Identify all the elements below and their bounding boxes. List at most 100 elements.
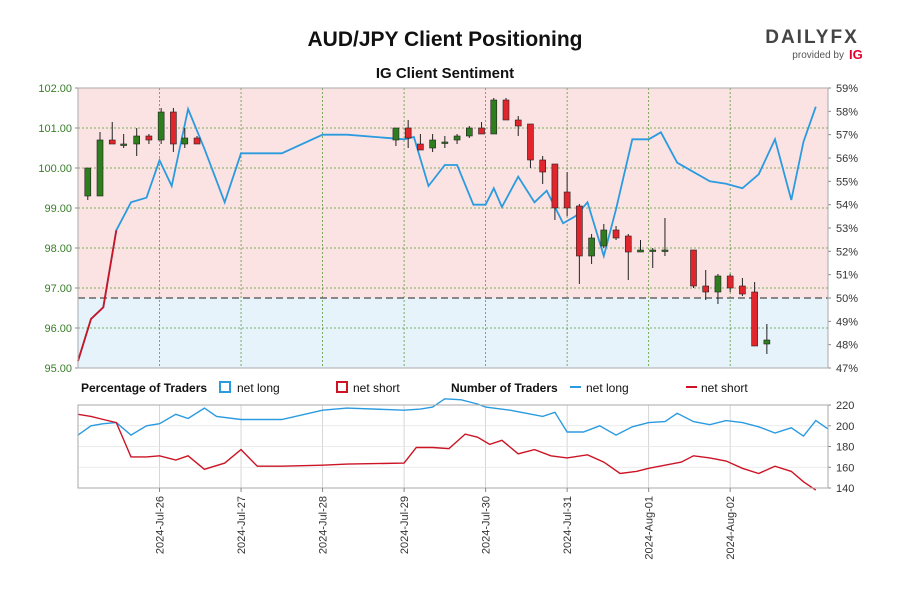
percentage-tick-label: 56% xyxy=(836,153,858,165)
candle-up xyxy=(453,135,461,141)
logo-provided-by: provided by xyxy=(792,50,844,61)
candle-up xyxy=(392,127,400,141)
candle-up xyxy=(120,143,127,146)
candle-down xyxy=(563,191,571,209)
percentage-tick-label: 51% xyxy=(836,270,858,282)
percentage-lines xyxy=(77,105,817,362)
legend-count-long-label: net long xyxy=(586,381,629,395)
net-short-zone xyxy=(78,88,828,298)
candle-down xyxy=(690,249,697,287)
date-tick-label: 2024-Jul-29 xyxy=(399,496,411,554)
candle-up xyxy=(84,167,92,197)
legend-net-long-swatch xyxy=(219,381,231,393)
candle-up xyxy=(714,275,722,293)
candle-up xyxy=(96,139,104,197)
count-tick-label: 220 xyxy=(836,400,854,412)
candle-down xyxy=(539,159,546,173)
net-long-zone xyxy=(78,298,828,368)
count-tick-label: 180 xyxy=(836,442,854,454)
candle-up xyxy=(429,139,436,149)
candle-down xyxy=(514,119,522,127)
price-tick-label: 101.00 xyxy=(38,123,72,135)
legend-count-heading: Number of Traders xyxy=(451,381,558,395)
price-tick-label: 96.00 xyxy=(44,323,72,335)
percentage-tick-label: 57% xyxy=(836,130,858,142)
price-tick-label: 99.00 xyxy=(44,203,72,215)
candle-up xyxy=(157,111,165,141)
count-lines xyxy=(77,398,829,491)
price-tick-label: 102.00 xyxy=(38,83,72,95)
candle-down xyxy=(527,123,534,161)
candle-down xyxy=(751,291,758,347)
percentage-tick-label: 47% xyxy=(836,363,858,375)
percentage-tick-label: 55% xyxy=(836,176,858,188)
bottom-panel-frame xyxy=(77,404,829,489)
count-tick-label: 160 xyxy=(836,462,854,474)
candle-up xyxy=(441,141,449,144)
net-long-percentage-line xyxy=(77,105,817,362)
count-axis-ticks: 140 160 180 200 220 xyxy=(828,400,854,495)
price-tick-label: 98.00 xyxy=(44,243,72,255)
candle-up xyxy=(763,339,771,345)
percentage-axis-ticks: 47% 48% 49% 50% 51% 52% 53% 54% 55% 56% 57% 58% 59% xyxy=(828,83,858,375)
top-panel-frame xyxy=(77,87,829,369)
date-tick-label: 2024-Aug-02 xyxy=(725,496,737,560)
chart-subtitle: IG Client Sentiment xyxy=(376,65,514,82)
count-tick-label: 140 xyxy=(836,483,854,495)
count-tick-label: 200 xyxy=(836,421,854,433)
candle-down xyxy=(576,205,583,257)
candle-up xyxy=(181,137,189,145)
sentiment-background xyxy=(78,88,828,368)
candle-down xyxy=(108,139,116,145)
net-short-percentage-line xyxy=(77,230,118,362)
price-tick-label: 100.00 xyxy=(38,163,72,175)
candle-down xyxy=(726,275,734,289)
candle-up xyxy=(490,99,498,135)
date-tick-label: 2024-Jul-28 xyxy=(318,496,330,554)
price-axis-ticks: 95.00 96.00 97.00 98.00 99.00 100.00 101.00 102… xyxy=(38,83,78,375)
chart-title: AUD/JPY Client Positioning xyxy=(308,28,583,51)
candle-down xyxy=(170,111,177,145)
legend-net-short-label: net short xyxy=(353,381,400,395)
percentage-tick-label: 54% xyxy=(836,200,858,212)
date-tick-label: 2024-Aug-01 xyxy=(644,496,656,560)
legend-count-short-label: net short xyxy=(701,381,748,395)
net-short-count-line xyxy=(77,413,817,491)
candle-down xyxy=(702,285,710,293)
net-long-count-line xyxy=(77,398,829,438)
logo-wordmark: DAILYFX xyxy=(765,27,859,48)
candle-down xyxy=(404,127,412,139)
legend: Percentage of Traders net long net short… xyxy=(81,381,748,395)
percentage-tick-label: 59% xyxy=(836,83,858,95)
percentage-tick-label: 49% xyxy=(836,316,858,328)
candle-down xyxy=(417,143,424,151)
price-tick-label: 95.00 xyxy=(44,363,72,375)
ig-logo-text: IG xyxy=(849,47,863,62)
candle-down xyxy=(624,235,632,253)
date-tick-label: 2024-Jul-27 xyxy=(236,496,248,554)
date-axis: 2024-Jul-26 2024-Jul-27 2024-Jul-28 2024-Ju… xyxy=(155,488,737,560)
candle-up xyxy=(588,237,595,257)
price-candles xyxy=(84,98,771,354)
candle-down xyxy=(551,163,559,209)
candle-up xyxy=(466,127,473,137)
candle-down xyxy=(145,135,153,141)
date-tick-label: 2024-Jul-31 xyxy=(562,496,574,554)
date-tick-label: 2024-Jul-30 xyxy=(481,496,493,554)
legend-percentage-heading: Percentage of Traders xyxy=(81,381,207,395)
candle-up xyxy=(637,249,644,253)
candle-up xyxy=(649,249,657,252)
price-tick-label: 97.00 xyxy=(44,283,72,295)
candle-down xyxy=(502,99,510,121)
dailyfx-logo: DAILYFX provided by IG xyxy=(765,27,863,62)
candle-up xyxy=(661,249,669,252)
percentage-tick-label: 50% xyxy=(836,293,858,305)
percentage-tick-label: 58% xyxy=(836,106,858,118)
percentage-tick-label: 52% xyxy=(836,246,858,258)
legend-net-short-swatch xyxy=(336,381,348,393)
candle-down xyxy=(478,127,485,135)
percentage-tick-label: 48% xyxy=(836,340,858,352)
legend-net-long-label: net long xyxy=(237,381,280,395)
candle-down xyxy=(193,137,201,145)
